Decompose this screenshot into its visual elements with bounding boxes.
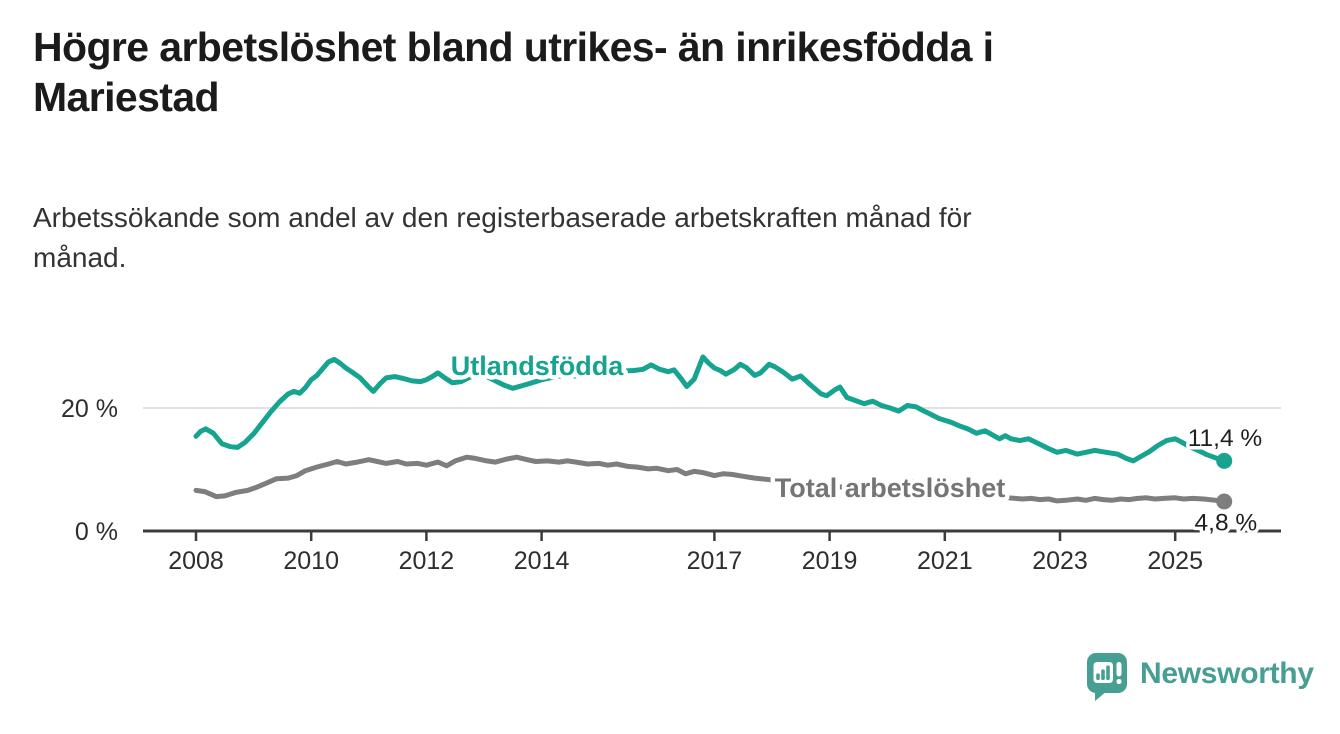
x-tick-label: 2025 [1147,547,1203,575]
newsworthy-logo-text: Newsworthy [1140,657,1314,690]
y-tick-label: 20 % [61,395,118,423]
x-tick-label: 2017 [687,547,743,575]
x-tick-label: 2010 [283,547,339,575]
x-tick-label: 2014 [514,547,570,575]
series-end-dot-0 [1216,493,1233,510]
series-label-0: Total arbetslöshet [775,473,1006,503]
x-tick-label: 2023 [1032,547,1088,575]
chart-subtitle: Arbetssökande som andel av den registerb… [33,202,972,273]
newsworthy-logo-icon [1087,653,1127,701]
series-end-value-label-0: 4,8 % [1195,510,1258,537]
chart-title: Högre arbetslöshet bland utrikes- än inr… [33,24,994,120]
series-end-dot-1 [1216,452,1233,469]
x-tick-label: 2019 [802,547,858,575]
x-tick-label: 2021 [917,547,973,575]
x-tick-label: 2012 [399,547,455,575]
series-line-1 [193,354,1227,464]
series-end-value-label-1: 11,4 % [1188,425,1262,452]
y-tick-label: 0 % [75,518,118,546]
newsworthy-logo: Newsworthy [1086,652,1314,702]
x-tick-label: 2008 [168,547,224,575]
series-label-1: Utlandsfödda [451,351,624,381]
series-line-0 [193,454,1227,504]
